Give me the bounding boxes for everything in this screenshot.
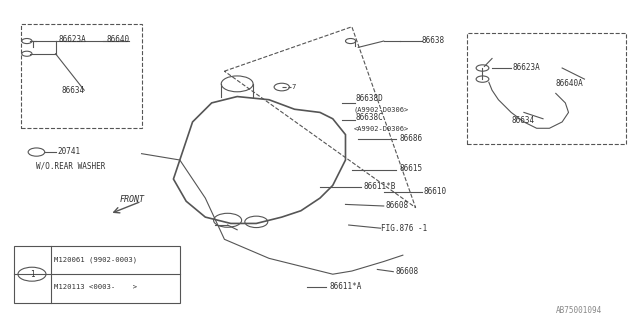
- Text: 86611*B: 86611*B: [364, 181, 396, 190]
- Text: W/O.REAR WASHER: W/O.REAR WASHER: [36, 161, 106, 170]
- Text: 1: 1: [29, 270, 35, 279]
- Text: (A9902-D0306>: (A9902-D0306>: [354, 107, 409, 113]
- Text: 86634: 86634: [511, 116, 534, 125]
- Text: FRONT: FRONT: [119, 195, 144, 204]
- Bar: [14, 246, 180, 303]
- Text: 86615: 86615: [399, 164, 423, 173]
- Text: M120061 (9902-0003): M120061 (9902-0003): [54, 257, 138, 263]
- Text: 86638: 86638: [422, 36, 445, 44]
- Text: <A9902-D0306>: <A9902-D0306>: [354, 126, 409, 132]
- Text: 7: 7: [292, 84, 296, 90]
- Text: 86686: 86686: [399, 134, 423, 143]
- Text: FIG.876 -1: FIG.876 -1: [381, 224, 428, 233]
- Text: 86634: 86634: [62, 86, 85, 95]
- Text: 86611*A: 86611*A: [330, 282, 362, 292]
- Text: 86638D: 86638D: [355, 94, 383, 103]
- Text: 86640A: 86640A: [556, 79, 584, 88]
- Text: 86608: 86608: [395, 267, 419, 276]
- Text: 20741: 20741: [58, 147, 81, 156]
- Text: 86623A: 86623A: [59, 35, 86, 44]
- Text: 86608: 86608: [386, 201, 409, 210]
- Text: 86638C: 86638C: [355, 113, 383, 122]
- Text: 86623A: 86623A: [513, 62, 540, 72]
- Text: 86610: 86610: [424, 187, 447, 196]
- Text: 86640: 86640: [106, 35, 130, 44]
- Text: AB75001094: AB75001094: [556, 306, 602, 315]
- Text: M120113 <0003-    >: M120113 <0003- >: [54, 284, 138, 290]
